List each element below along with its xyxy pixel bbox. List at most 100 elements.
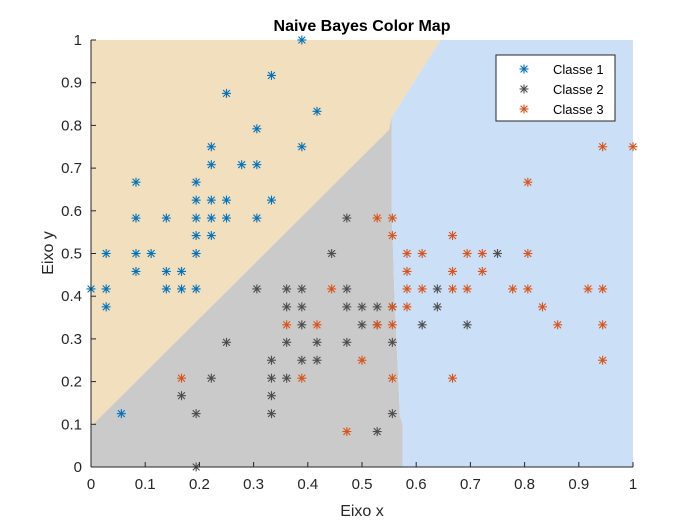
y-tick-label: 0.3 <box>61 331 82 348</box>
region-1 <box>91 40 441 427</box>
y-tick-label: 1 <box>74 32 82 49</box>
point-series-3 <box>327 284 337 294</box>
point-series-2 <box>342 213 352 223</box>
region-2 <box>91 116 403 468</box>
point-series-2 <box>372 427 382 437</box>
legend: Classe 1 Classe 2 Classe 3 <box>495 54 616 122</box>
point-series-2 <box>282 373 292 383</box>
legend-box <box>495 54 616 122</box>
point-series-1 <box>101 249 111 258</box>
data-points <box>86 35 638 472</box>
x-tick-label: 0.1 <box>135 476 156 493</box>
point-series-3 <box>417 249 427 258</box>
point-series-3 <box>402 302 412 312</box>
point-series-1 <box>206 213 216 223</box>
point-series-3 <box>598 355 608 365</box>
point-series-3 <box>372 320 382 330</box>
point-series-1 <box>297 142 307 152</box>
y-tick-label: 0.4 <box>61 288 82 305</box>
point-series-1 <box>131 249 141 258</box>
point-series-1 <box>222 88 231 98</box>
point-series-3 <box>537 302 547 312</box>
point-series-1 <box>266 70 276 80</box>
point-series-2 <box>222 337 231 347</box>
point-series-1 <box>191 249 201 258</box>
point-series-2 <box>266 373 276 383</box>
point-series-2 <box>282 302 292 312</box>
point-series-3 <box>312 320 322 330</box>
point-series-2 <box>297 302 307 312</box>
point-series-2 <box>432 302 442 312</box>
point-series-3 <box>177 373 187 383</box>
point-series-3 <box>462 249 472 258</box>
point-series-3 <box>448 373 458 383</box>
point-series-2 <box>282 337 292 347</box>
point-series-3 <box>583 284 593 294</box>
point-series-1 <box>266 195 276 205</box>
x-tick-label: 0.6 <box>406 476 427 493</box>
point-series-3 <box>402 249 412 258</box>
point-series-1 <box>191 231 201 241</box>
point-series-3 <box>402 284 412 294</box>
point-series-3 <box>387 320 397 330</box>
y-tick-label: 0.1 <box>61 416 82 433</box>
point-series-2 <box>493 249 502 258</box>
point-series-2 <box>191 409 201 419</box>
x-tick-label: 0.9 <box>568 476 589 493</box>
point-series-1 <box>161 266 171 276</box>
point-series-3 <box>297 373 307 383</box>
legend-label-1: Classe 1 <box>553 62 604 77</box>
decision-regions <box>91 40 633 468</box>
point-series-2 <box>387 409 397 419</box>
x-axis-label: Eixo x <box>340 503 384 520</box>
x-tick-label: 1 <box>629 476 637 493</box>
point-series-2 <box>372 302 382 312</box>
point-series-3 <box>448 231 458 241</box>
point-series-2 <box>462 320 472 330</box>
point-series-2 <box>342 284 352 294</box>
point-series-2 <box>266 391 276 401</box>
point-series-1 <box>131 177 141 187</box>
legend-label-3: Classe 3 <box>553 102 604 117</box>
point-series-2 <box>282 284 292 294</box>
point-series-3 <box>417 284 427 294</box>
point-series-3 <box>523 249 533 258</box>
point-series-1 <box>116 409 126 419</box>
point-series-2 <box>357 320 367 330</box>
x-tick-label: 0.2 <box>189 476 210 493</box>
point-series-3 <box>462 284 472 294</box>
point-series-1 <box>206 160 216 170</box>
point-series-3 <box>448 284 458 294</box>
legend-label-2: Classe 2 <box>553 82 604 97</box>
point-series-2 <box>297 320 307 330</box>
point-series-3 <box>372 213 382 223</box>
point-series-3 <box>387 213 397 223</box>
point-series-2 <box>342 302 352 312</box>
point-series-3 <box>448 266 458 276</box>
point-series-2 <box>327 249 337 258</box>
point-series-3 <box>508 284 518 294</box>
point-series-3 <box>598 284 608 294</box>
y-ticks: 0 0.1 0.2 0.3 0.4 0.5 0.6 0.7 0.8 0.9 1 <box>61 32 96 476</box>
point-series-3 <box>387 302 397 312</box>
x-tick-label: 0.8 <box>514 476 535 493</box>
point-series-3 <box>402 266 412 276</box>
point-series-1 <box>206 195 216 205</box>
y-tick-label: 0.2 <box>61 374 82 391</box>
point-series-1 <box>177 284 187 294</box>
point-series-1 <box>131 213 141 223</box>
y-tick-label: 0.7 <box>61 160 82 177</box>
point-series-1 <box>237 160 247 170</box>
point-series-2 <box>252 284 262 294</box>
chart-title: Naive Bayes Color Map <box>274 18 451 35</box>
point-series-3 <box>523 177 533 187</box>
point-series-1 <box>222 195 231 205</box>
point-series-1 <box>252 124 262 134</box>
point-series-1 <box>101 284 111 294</box>
x-tick-label: 0.3 <box>243 476 264 493</box>
y-tick-label: 0.9 <box>61 75 82 92</box>
legend-marker-3 <box>519 104 529 114</box>
point-series-1 <box>252 213 262 223</box>
point-series-1 <box>312 106 322 116</box>
